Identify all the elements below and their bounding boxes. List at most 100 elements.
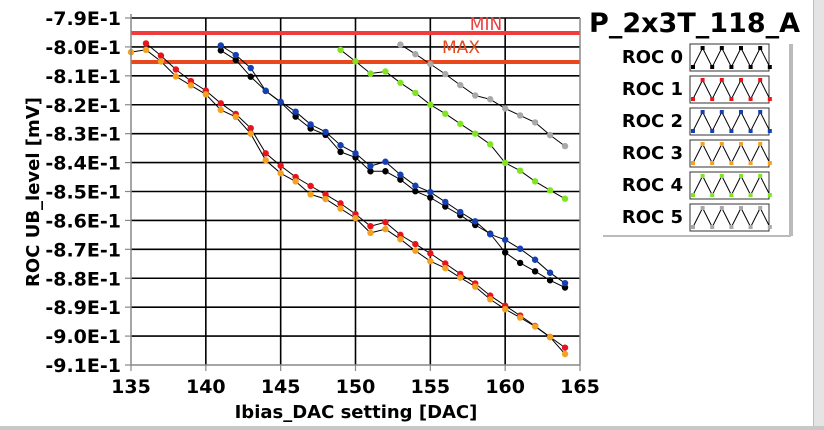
y-tick-label: -8.4E-1 <box>45 153 121 175</box>
data-point-roc-3 <box>442 264 449 272</box>
x-tick-label: 135 <box>111 376 151 398</box>
data-point-roc-3 <box>277 170 284 177</box>
data-point-roc-3 <box>337 205 344 212</box>
data-point-roc-0 <box>501 249 509 256</box>
x-tick-label: 165 <box>560 376 600 398</box>
data-point-roc-5 <box>397 41 404 48</box>
data-point-roc-3 <box>501 305 509 313</box>
legend-box <box>603 40 791 236</box>
legend-swatch-marker <box>758 110 763 114</box>
data-point-roc-5 <box>501 105 509 112</box>
y-tick-label: -8.3E-1 <box>45 124 121 146</box>
legend-swatch-marker <box>758 46 763 50</box>
data-point-roc-3 <box>427 257 434 265</box>
legend-swatch-marker <box>748 193 753 197</box>
legend-swatch-marker <box>729 193 734 197</box>
data-point-roc-4 <box>457 120 464 128</box>
legend-swatch-marker <box>758 78 763 82</box>
data-point-roc-0 <box>412 188 419 195</box>
data-point-roc-4 <box>531 178 539 185</box>
legend-swatch-marker <box>729 129 734 133</box>
data-point-roc-3 <box>367 229 374 237</box>
legend-swatch-marker <box>739 110 743 114</box>
data-point-roc-3 <box>307 191 314 198</box>
data-point-roc-1 <box>337 200 344 207</box>
legend-swatch-marker <box>748 97 753 101</box>
data-point-roc-1 <box>382 218 389 226</box>
data-point-roc-0 <box>247 73 254 80</box>
data-point-roc-3 <box>232 113 239 121</box>
legend-swatch-marker <box>739 78 743 82</box>
data-point-roc-1 <box>367 223 374 230</box>
data-point-roc-3 <box>172 73 180 80</box>
y-tick-label: -9.1E-1 <box>45 355 121 377</box>
y-tick-label: -8.5E-1 <box>45 182 121 204</box>
data-point-roc-1 <box>427 250 434 257</box>
data-point-roc-1 <box>442 260 449 267</box>
data-point-roc-1 <box>561 344 569 351</box>
y-tick-label: -7.9E-1 <box>45 8 121 30</box>
x-axis-label: Ibias_DAC setting [DAC] <box>235 402 478 423</box>
data-point-roc-2 <box>367 162 374 170</box>
legend-swatch-marker <box>758 142 763 146</box>
legend-swatch-marker <box>748 161 753 165</box>
data-point-roc-1 <box>277 162 284 169</box>
data-point-roc-4 <box>561 195 569 202</box>
legend-swatch-marker <box>700 206 705 210</box>
chart-title: P_2x3T_118_A <box>589 8 800 39</box>
legend-label: ROC 5 <box>622 207 683 228</box>
data-point-roc-2 <box>397 171 404 178</box>
data-point-roc-3 <box>292 178 299 185</box>
data-point-roc-2 <box>457 208 464 216</box>
data-point-roc-2 <box>516 245 524 252</box>
legend-swatch-marker <box>710 129 715 133</box>
data-point-roc-2 <box>412 182 419 189</box>
x-tick-label: 160 <box>485 376 525 398</box>
legend-swatch-marker <box>748 65 753 69</box>
x-tick-label: 140 <box>186 376 226 398</box>
data-point-roc-3 <box>352 214 359 222</box>
data-point-roc-2 <box>292 108 299 115</box>
data-point-roc-3 <box>561 350 569 358</box>
data-point-roc-5 <box>487 96 494 103</box>
data-point-roc-1 <box>307 182 314 190</box>
legend-swatch-marker <box>691 129 695 133</box>
grid <box>131 17 580 365</box>
legend-swatch-marker <box>767 97 772 101</box>
scrollbar[interactable] <box>813 0 824 426</box>
series-line-roc-4 <box>340 49 566 200</box>
legend-label: ROC 1 <box>622 79 683 100</box>
legend-swatch-marker <box>739 142 743 146</box>
series-line-roc-0 <box>220 49 566 288</box>
legend-label: ROC 4 <box>622 175 683 196</box>
data-point-roc-2 <box>487 231 494 238</box>
data-point-roc-2 <box>531 256 539 263</box>
data-point-roc-2 <box>307 121 314 128</box>
legend-swatch-marker <box>748 225 753 229</box>
data-point-roc-3 <box>487 296 494 303</box>
series-line-roc-3 <box>130 49 566 355</box>
y-tick-label: -8.8E-1 <box>45 268 121 290</box>
data-point-roc-3 <box>247 130 254 137</box>
data-point-roc-4 <box>352 58 359 65</box>
legend-swatch-marker <box>691 193 695 197</box>
legend-swatch-marker <box>719 206 724 210</box>
legend-swatch-marker <box>700 46 705 50</box>
legend-swatch-marker <box>710 97 715 101</box>
reference-label-max: MAX <box>442 38 480 58</box>
y-tick-label: -8.6E-1 <box>45 210 121 232</box>
data-point-roc-2 <box>561 279 569 287</box>
legend-swatch-marker <box>719 78 724 82</box>
data-point-roc-3 <box>322 195 329 203</box>
data-point-roc-0 <box>292 113 299 120</box>
legend-swatch-marker <box>700 174 705 178</box>
x-tick-label: 155 <box>410 376 450 398</box>
data-point-roc-4 <box>337 46 344 54</box>
data-point-roc-2 <box>382 158 389 165</box>
data-point-roc-2 <box>427 188 434 196</box>
x-tick-label: 145 <box>261 376 301 398</box>
y-tick-label: -9.0E-1 <box>45 326 121 348</box>
data-point-roc-1 <box>247 124 254 132</box>
legend-swatch-marker <box>767 65 772 69</box>
data-point-roc-0 <box>367 168 374 175</box>
